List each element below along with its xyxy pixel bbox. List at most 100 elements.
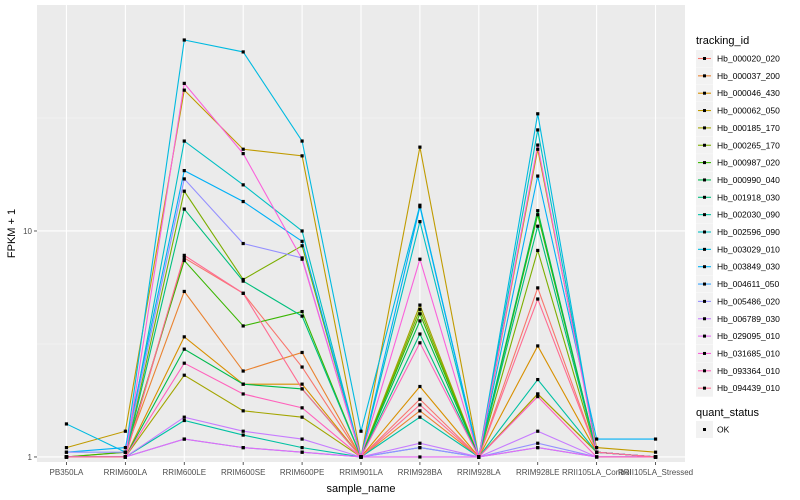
data-point — [241, 382, 245, 386]
legend-label: Hb_004611_050 — [717, 279, 780, 289]
data-point — [182, 437, 186, 441]
data-point — [418, 341, 422, 345]
x-tick-label: RRIM928BA — [398, 468, 443, 477]
data-point — [241, 147, 245, 151]
legend-label: Hb_003849_030 — [717, 262, 780, 272]
legend: tracking_id Hb_000020_020 Hb_000037_200 Hb_… — [696, 35, 780, 438]
x-tick-label: RRII105LA_Control — [562, 468, 632, 477]
legend-label: Hb_093364_010 — [717, 366, 780, 376]
data-point — [359, 429, 363, 433]
legend-point — [703, 178, 706, 182]
data-point — [182, 253, 186, 257]
data-point — [123, 429, 127, 433]
data-point — [241, 50, 245, 54]
legend-point — [703, 428, 706, 431]
data-point — [653, 455, 658, 459]
data-point — [536, 224, 540, 228]
data-point — [300, 387, 304, 391]
legend-point — [703, 57, 706, 60]
legend-label: Hb_006789_030 — [717, 314, 780, 324]
x-tick-label: RRIM901LA — [339, 468, 383, 477]
x-tick-label: RRIM600PE — [280, 468, 324, 477]
legend-label: Hb_094439_010 — [717, 383, 780, 393]
data-point — [182, 347, 186, 351]
data-point — [123, 450, 127, 454]
data-point — [300, 139, 304, 143]
data-point — [241, 409, 245, 413]
data-point — [536, 392, 540, 396]
data-point — [536, 209, 540, 213]
data-point — [241, 392, 245, 396]
legend-label: Hb_002030_090 — [717, 210, 780, 220]
data-point — [182, 169, 186, 173]
data-point — [182, 415, 186, 419]
data-point — [241, 291, 245, 295]
data-point — [418, 332, 422, 336]
data-point — [418, 257, 422, 261]
data-point — [536, 248, 540, 253]
legend-point — [703, 334, 706, 338]
legend-point — [703, 299, 706, 303]
legend-label: Hb_003029_010 — [717, 244, 780, 254]
data-point — [595, 450, 599, 454]
data-point — [182, 258, 186, 263]
data-point — [241, 446, 245, 450]
legend-label: Hb_005486_020 — [717, 296, 780, 306]
data-point — [418, 307, 422, 311]
legend-point — [703, 351, 706, 355]
data-point — [536, 213, 540, 217]
data-point — [182, 256, 186, 260]
x-tick-label: RRIM600SE — [221, 468, 265, 477]
data-point — [536, 147, 540, 151]
x-tick-label: PB350LA — [50, 468, 84, 477]
data-point — [418, 319, 422, 323]
legend-point — [703, 317, 706, 321]
data-point — [595, 437, 599, 441]
data-point — [182, 177, 186, 181]
data-point — [182, 289, 186, 294]
data-point — [241, 199, 245, 204]
data-point — [300, 382, 304, 386]
legend-title: quant_status — [696, 407, 759, 419]
legend-point — [703, 386, 706, 390]
legend-point — [703, 265, 706, 269]
data-point — [241, 152, 245, 156]
data-point — [300, 309, 304, 314]
data-point — [241, 279, 245, 283]
data-point — [536, 429, 540, 433]
legend-point — [703, 143, 706, 147]
data-point — [418, 455, 422, 459]
data-point — [182, 361, 186, 365]
data-point — [182, 189, 186, 193]
data-point — [418, 415, 422, 419]
data-point — [64, 422, 69, 426]
data-point — [418, 312, 422, 316]
data-point — [536, 297, 540, 301]
legend-label: Hb_000185_170 — [717, 123, 780, 133]
y-axis-title: FPKM + 1 — [6, 209, 18, 258]
legend-point — [703, 247, 706, 251]
data-point — [300, 154, 304, 158]
data-point — [182, 139, 186, 143]
data-point — [182, 373, 186, 377]
data-point — [182, 81, 186, 85]
data-point — [536, 377, 540, 382]
legend-label: Hb_000990_040 — [717, 175, 780, 185]
data-point — [300, 239, 304, 243]
data-point — [300, 314, 304, 318]
data-point — [418, 403, 422, 407]
data-point — [536, 112, 540, 116]
legend-point — [703, 161, 706, 165]
data-point — [300, 244, 304, 248]
data-point — [123, 455, 127, 459]
data-point — [653, 450, 658, 454]
legend-label: Hb_001918_030 — [717, 192, 780, 202]
legend-point — [703, 109, 706, 113]
x-tick-label: RRIM928LA — [457, 468, 501, 477]
data-point — [64, 446, 69, 450]
legend-point — [703, 195, 706, 199]
data-point — [300, 415, 304, 419]
data-point — [418, 220, 422, 224]
y-tick-label: 1 — [28, 453, 33, 462]
